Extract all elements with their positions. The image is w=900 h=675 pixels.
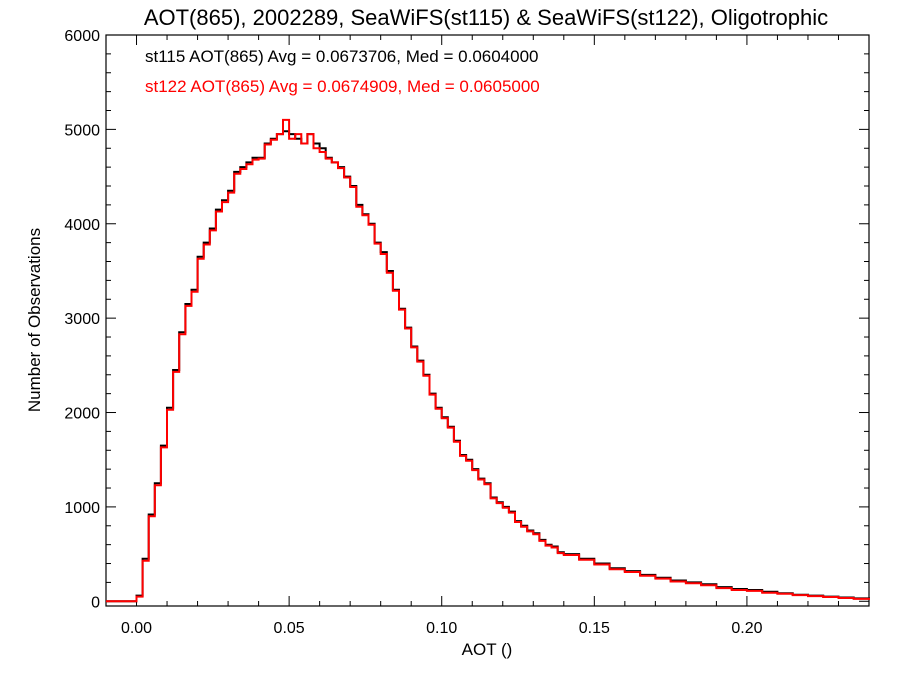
x-axis-label: AOT (): [462, 640, 513, 659]
axis-ticks: 0.00 0.05 0.10 0.15 0.20 0 1000 2000 3000 4000 500…: [64, 28, 870, 637]
y-tick-label: 3000: [64, 311, 100, 328]
y-axis-label: Number of Observations: [25, 228, 44, 412]
series-line-st122: [106, 118, 870, 603]
x-tick-label: 0.00: [121, 620, 152, 637]
x-tick-label: 0.15: [579, 620, 610, 637]
y-tick-label: 4000: [64, 217, 100, 234]
y-tick-label: 5000: [64, 122, 100, 139]
x-tick-label: 0.05: [274, 620, 305, 637]
series-layer: [106, 118, 870, 603]
chart-title: AOT(865), 2002289, SeaWiFS(st115) & SeaW…: [144, 5, 828, 30]
plot-frame: [105, 34, 870, 607]
annotation-st115: st115 AOT(865) Avg = 0.0673706, Med = 0.…: [145, 47, 539, 66]
y-tick-label: 0: [91, 594, 100, 611]
annotation-st122: st122 AOT(865) Avg = 0.0674909, Med = 0.…: [145, 77, 540, 96]
y-tick-label: 1000: [64, 500, 100, 517]
x-tick-label: 0.20: [731, 620, 762, 637]
x-tick-label: 0.10: [426, 620, 457, 637]
y-tick-label: 2000: [64, 406, 100, 423]
series-line-st115: [106, 130, 870, 603]
y-tick-label: 6000: [64, 28, 100, 45]
